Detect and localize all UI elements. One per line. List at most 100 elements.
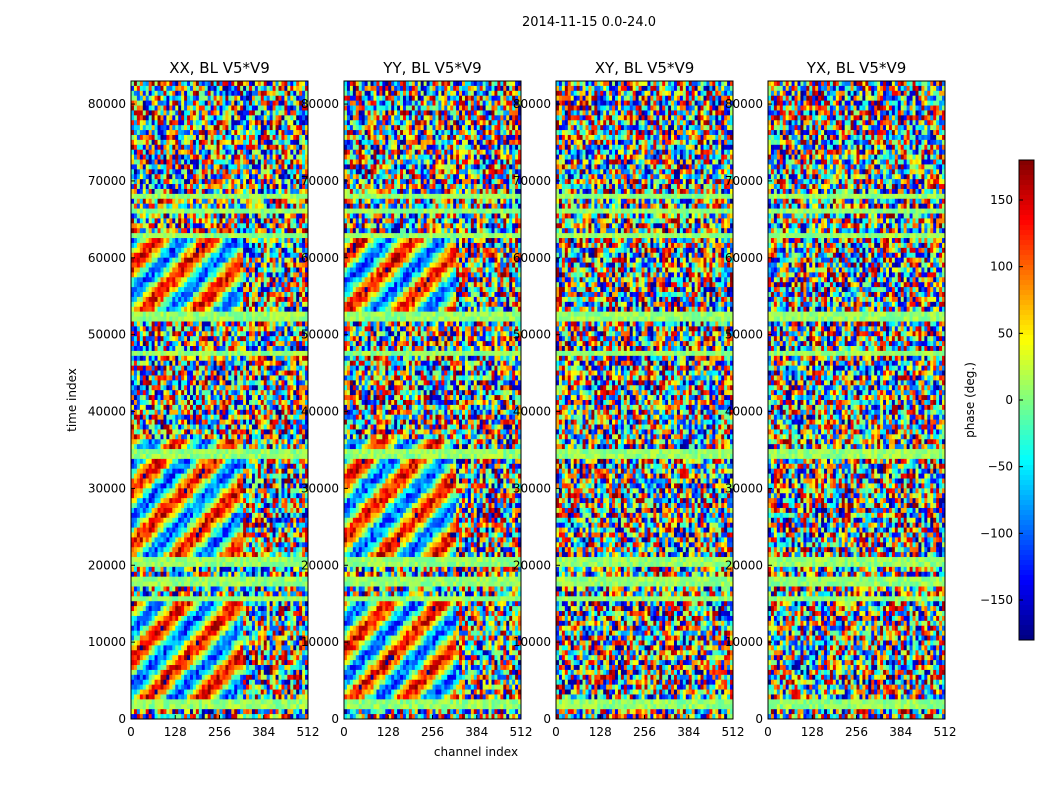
heatmap-cell (284, 223, 288, 229)
heatmap-cell (225, 149, 229, 156)
heatmap-cell (131, 453, 135, 460)
heatmap-cell (284, 169, 288, 175)
heatmap-cell (190, 404, 194, 411)
heatmap-cell (263, 370, 268, 376)
heatmap-cell (219, 380, 223, 386)
heatmap-cell (257, 110, 262, 116)
heatmap-cell (131, 316, 135, 322)
heatmap-cell (157, 409, 161, 416)
heatmap-cell (246, 449, 250, 455)
heatmap-cell (145, 395, 150, 401)
heatmap-cell (251, 179, 256, 185)
heatmap-cell (178, 424, 182, 430)
heatmap-cell (293, 174, 297, 180)
heatmap-cell (305, 350, 309, 357)
heatmap-cell (163, 463, 167, 470)
heatmap-cell (195, 223, 200, 229)
heatmap-cell (278, 483, 282, 489)
heatmap-cell (257, 233, 262, 239)
heatmap-cell (192, 414, 197, 421)
heatmap-cell (169, 409, 173, 416)
heatmap-cell (136, 203, 141, 209)
heatmap-cell (257, 174, 262, 180)
heatmap-cell (184, 282, 188, 288)
heatmap-cell (210, 449, 214, 455)
heatmap-cell (269, 203, 273, 209)
heatmap-cell (169, 292, 173, 298)
heatmap-cell (142, 247, 147, 254)
heatmap-cell (269, 341, 273, 347)
heatmap-cell (272, 223, 276, 229)
heatmap-cell (151, 390, 155, 396)
heatmap-cell (222, 139, 226, 146)
heatmap-cell (151, 463, 155, 470)
heatmap-cell (240, 144, 244, 151)
heatmap-cell (139, 478, 144, 484)
heatmap-cell (246, 233, 250, 239)
heatmap-cell (160, 449, 164, 455)
heatmap-cell (246, 159, 250, 165)
heatmap-cell (287, 331, 291, 337)
heatmap-cell (257, 120, 262, 126)
heatmap-cell (296, 355, 300, 362)
heatmap-cell (136, 159, 141, 165)
heatmap-cell (275, 252, 279, 259)
heatmap-cell (284, 385, 288, 391)
heatmap-cell (201, 439, 206, 445)
heatmap-cell (237, 262, 241, 268)
heatmap-cell (237, 134, 241, 141)
heatmap-cell (228, 429, 232, 435)
heatmap-cell (243, 159, 247, 165)
heatmap-cell (175, 365, 179, 371)
heatmap-cell (148, 301, 153, 308)
heatmap-cell (207, 252, 212, 259)
heatmap-cell (172, 164, 176, 170)
heatmap-cell (228, 419, 232, 425)
heatmap-cell (160, 287, 164, 293)
heatmap-cell (166, 296, 170, 303)
heatmap-cell (257, 188, 262, 195)
heatmap-cell (157, 193, 161, 200)
heatmap-cell (207, 331, 212, 337)
heatmap-cell (263, 218, 268, 224)
heatmap-cell (225, 444, 229, 450)
heatmap-cell (198, 370, 203, 376)
heatmap-cell (181, 458, 185, 465)
heatmap-cell (254, 115, 259, 121)
heatmap-cell (148, 208, 153, 214)
heatmap-cell (133, 483, 138, 489)
heatmap-cell (287, 468, 291, 475)
heatmap-cell (299, 262, 303, 268)
heatmap-cell (281, 409, 285, 416)
heatmap-cell (228, 409, 232, 416)
heatmap-cell (139, 346, 144, 352)
heatmap-cell (184, 306, 188, 313)
heatmap-cell (187, 458, 191, 465)
heatmap-cell (225, 434, 229, 440)
heatmap-cell (145, 404, 150, 411)
heatmap-cell (257, 473, 262, 479)
heatmap-cell (278, 110, 282, 116)
heatmap-cell (219, 144, 223, 151)
heatmap-cell (154, 213, 158, 219)
heatmap-cell (154, 144, 158, 151)
heatmap-cell (142, 223, 147, 229)
heatmap-cell (296, 429, 300, 435)
heatmap-cell (175, 262, 179, 268)
heatmap-cell (192, 198, 197, 205)
heatmap-cell (257, 238, 262, 244)
heatmap-cell (228, 336, 232, 342)
heatmap-cell (195, 434, 200, 440)
heatmap-cell (172, 208, 176, 214)
heatmap-cell (187, 409, 191, 416)
heatmap-cell (204, 473, 209, 479)
heatmap-cell (210, 483, 214, 489)
heatmap-cell (181, 228, 185, 234)
heatmap-cell (272, 282, 276, 288)
heatmap-cell (207, 164, 212, 170)
heatmap-cell (231, 120, 235, 126)
heatmap-cell (163, 409, 167, 416)
heatmap-cell (163, 316, 167, 322)
heatmap-cell (272, 169, 276, 175)
heatmap-cell (281, 424, 285, 430)
